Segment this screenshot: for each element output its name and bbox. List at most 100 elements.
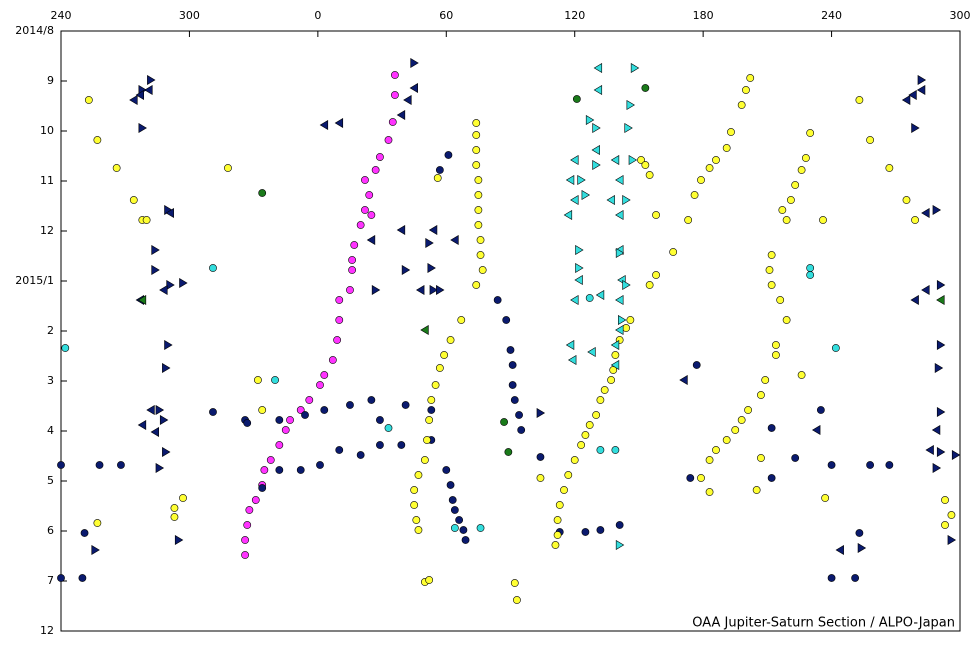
data-point (365, 191, 374, 199)
data-point (474, 191, 483, 199)
data-point (776, 296, 785, 304)
data-point (551, 541, 560, 549)
data-point (570, 154, 579, 166)
data-point (705, 488, 714, 496)
data-point (885, 461, 894, 469)
data-point (615, 521, 624, 529)
data-point (320, 371, 329, 379)
data-point (596, 396, 605, 404)
data-point (866, 136, 874, 144)
data-point (611, 351, 620, 359)
data-point (574, 274, 583, 286)
data-point (457, 316, 466, 324)
data-point (444, 151, 453, 159)
data-point (827, 461, 836, 469)
data-point (296, 466, 305, 474)
data-point (690, 191, 699, 199)
data-point (567, 354, 577, 366)
data-point (435, 364, 444, 372)
data-point (510, 579, 519, 587)
data-point (705, 456, 714, 464)
data-point (472, 146, 481, 154)
data-point (932, 462, 942, 474)
data-point (142, 216, 151, 224)
data-point (84, 96, 93, 104)
data-point (902, 196, 911, 204)
data-point (517, 426, 526, 434)
data-point (155, 462, 165, 474)
data-point (791, 454, 800, 462)
x-tick-label: 300 (950, 9, 971, 22)
data-point (911, 122, 920, 134)
data-point (901, 94, 911, 106)
data-point (410, 57, 419, 69)
data-point (622, 324, 630, 332)
data-point (476, 251, 485, 259)
data-point (348, 256, 357, 264)
data-point (61, 344, 70, 352)
data-point (429, 284, 439, 296)
data-point (941, 521, 949, 529)
data-point (645, 171, 654, 179)
data-point (146, 404, 155, 416)
data-point (427, 406, 436, 414)
data-point (474, 206, 483, 214)
data-point (474, 221, 483, 229)
data-point (376, 416, 384, 424)
data-point (150, 426, 159, 438)
data-point (641, 84, 650, 92)
data-point (275, 416, 284, 424)
data-point (744, 406, 752, 414)
data-point (615, 324, 624, 336)
data-point (427, 262, 436, 274)
data-point (258, 406, 267, 414)
data-point (209, 408, 217, 416)
data-point (472, 161, 481, 169)
data-point (593, 62, 603, 74)
data-point (596, 526, 605, 534)
data-point (271, 376, 279, 384)
data-point (595, 289, 605, 301)
data-point (335, 296, 344, 304)
data-point (684, 216, 693, 224)
data-point (622, 194, 631, 206)
data-point (941, 496, 949, 504)
data-point (575, 244, 584, 256)
data-point (510, 396, 519, 404)
data-point (258, 484, 267, 492)
data-point (757, 391, 765, 399)
data-point (410, 486, 419, 494)
data-point (742, 86, 750, 94)
data-point (446, 481, 455, 489)
data-point (450, 524, 459, 532)
data-point (767, 251, 776, 259)
data-point (600, 386, 609, 394)
data-point (474, 176, 483, 184)
data-point (917, 74, 927, 86)
data-point (812, 424, 821, 436)
data-point (361, 206, 369, 214)
y-tick-label: 6 (47, 524, 54, 537)
data-point (536, 453, 545, 461)
data-point (857, 542, 867, 554)
data-point (624, 122, 633, 134)
data-point (436, 284, 445, 296)
data-point (936, 279, 946, 291)
data-point (147, 74, 156, 86)
data-point (951, 449, 961, 461)
data-point (440, 351, 449, 359)
data-point (607, 376, 616, 384)
data-point (778, 206, 787, 214)
data-point (316, 381, 324, 389)
data-point (442, 466, 451, 474)
data-point (376, 441, 384, 449)
data-point (947, 534, 957, 546)
data-point (179, 494, 187, 502)
data-point (831, 344, 840, 352)
data-point (334, 117, 344, 129)
data-point (476, 524, 485, 532)
data-point (504, 448, 513, 456)
data-point (767, 424, 776, 432)
data-point (384, 424, 393, 432)
